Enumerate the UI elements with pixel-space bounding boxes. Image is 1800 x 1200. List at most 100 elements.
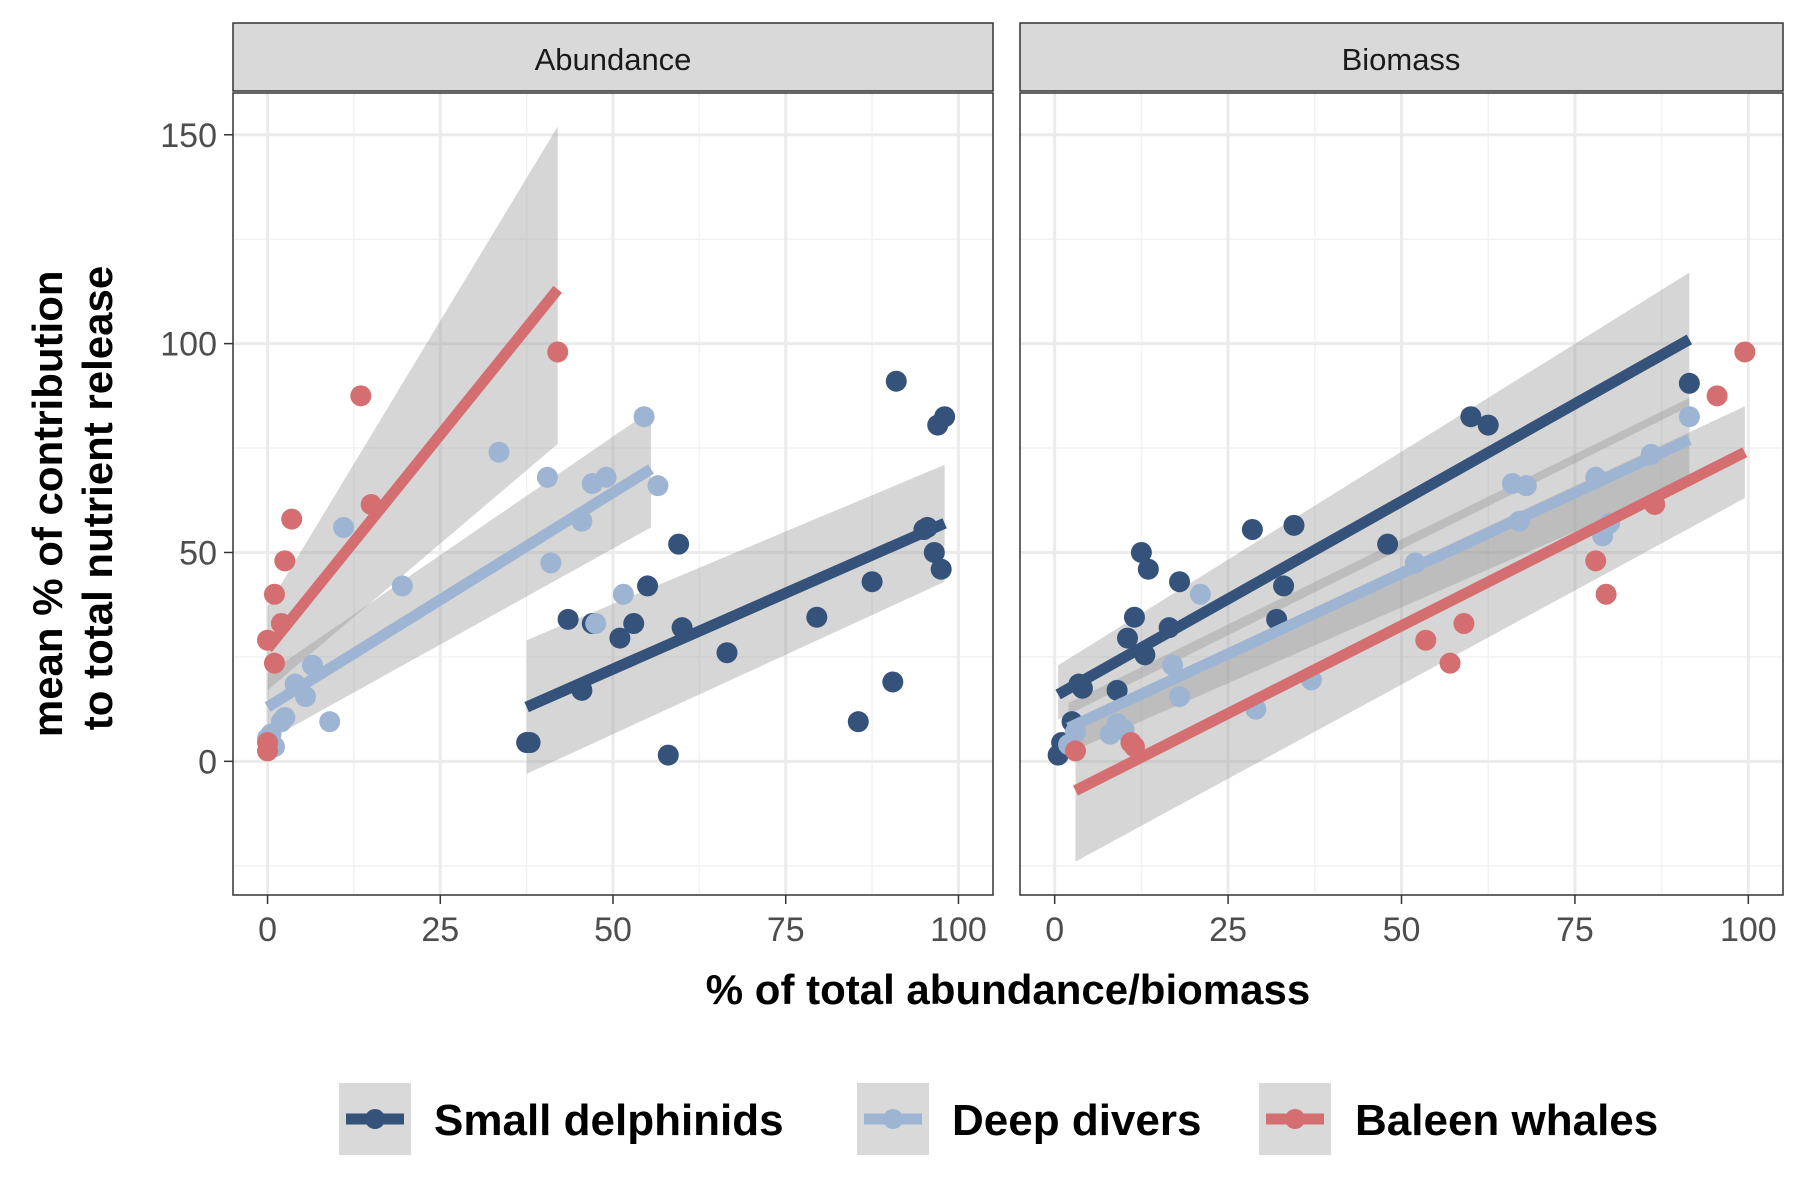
legend-label-baleen-whales: Baleen whales bbox=[1355, 1096, 1658, 1145]
legend: Small delphinids Deep divers Baleen whal… bbox=[339, 1083, 1658, 1155]
strip-biomass-background bbox=[1019, 22, 1784, 92]
abundance-point-baleen-whales bbox=[547, 341, 569, 363]
abundance-point-deep-divers bbox=[319, 711, 341, 733]
biomass-point-small-delphinids bbox=[1678, 372, 1700, 394]
legend-item-baleen-whales: Baleen whales bbox=[1259, 1083, 1658, 1155]
abundance-x-tick-label: 50 bbox=[594, 911, 632, 949]
abundance-point-small-delphinids bbox=[519, 732, 541, 754]
abundance-point-small-delphinids bbox=[557, 608, 579, 630]
abundance-x-tick-label: 75 bbox=[767, 911, 805, 949]
biomass-fit-line-deep-divers bbox=[1066, 434, 1692, 733]
x-axis-title: % of total abundance/biomass bbox=[706, 966, 1310, 1013]
biomass-x-tick-label: 75 bbox=[1556, 911, 1594, 949]
abundance-x-tick-label: 100 bbox=[930, 911, 987, 949]
y-axis-title-line-1: mean % of contribution bbox=[24, 271, 71, 738]
y-axis-ticks: 0 50 100 150 bbox=[160, 117, 233, 781]
legend-dot-baleen-whales bbox=[1285, 1109, 1305, 1129]
biomass-point-small-delphinids bbox=[1241, 519, 1263, 541]
y-axis-title-line-2: to total nutrient release bbox=[74, 266, 121, 730]
abundance-point-small-delphinids bbox=[934, 406, 956, 428]
biomass-point-baleen-whales bbox=[1706, 385, 1728, 407]
abundance-point-baleen-whales bbox=[350, 385, 372, 407]
abundance-point-deep-divers bbox=[536, 466, 558, 488]
biomass-point-small-delphinids bbox=[1460, 406, 1482, 428]
biomass-point-deep-divers bbox=[1515, 475, 1537, 497]
abundance-point-deep-divers bbox=[391, 575, 413, 597]
biomass-fit-line-small-delphinids bbox=[1055, 334, 1693, 700]
biomass-point-baleen-whales bbox=[1734, 341, 1756, 363]
abundance-point-baleen-whales bbox=[263, 583, 285, 605]
biomass-point-small-delphinids bbox=[1283, 514, 1305, 536]
biomass-point-small-delphinids bbox=[1169, 571, 1191, 593]
abundance-point-deep-divers bbox=[274, 706, 296, 728]
strip-label-abundance: Abundance bbox=[535, 42, 692, 77]
abundance-point-small-delphinids bbox=[668, 533, 690, 555]
abundance-point-deep-divers bbox=[540, 552, 562, 574]
y-tick-label: 150 bbox=[160, 117, 217, 155]
abundance-fit-line-deep-divers bbox=[264, 464, 654, 712]
biomass-ribbon-baleen-whales bbox=[1075, 406, 1745, 862]
legend-dot-small-delphinids bbox=[365, 1109, 385, 1129]
abundance-point-deep-divers bbox=[595, 466, 617, 488]
biomass-point-small-delphinids bbox=[1377, 533, 1399, 555]
panel-abundance-points bbox=[257, 341, 956, 766]
biomass-fit-line-baleen-whales bbox=[1073, 447, 1748, 796]
biomass-point-deep-divers bbox=[1169, 686, 1191, 708]
panel-abundance-fit-lines bbox=[263, 285, 947, 713]
abundance-point-deep-divers bbox=[633, 406, 655, 428]
strip-label-biomass: Biomass bbox=[1342, 42, 1461, 77]
abundance-point-baleen-whales bbox=[263, 652, 285, 674]
biomass-point-small-delphinids bbox=[1130, 541, 1152, 563]
abundance-point-deep-divers bbox=[333, 516, 355, 538]
abundance-point-small-delphinids bbox=[885, 370, 907, 392]
biomass-point-baleen-whales bbox=[1439, 652, 1461, 674]
abundance-x-tick-label: 0 bbox=[258, 911, 277, 949]
biomass-point-baleen-whales bbox=[1415, 629, 1437, 651]
abundance-point-small-delphinids bbox=[623, 612, 645, 634]
biomass-point-baleen-whales bbox=[1453, 612, 1475, 634]
legend-label-small-delphinids: Small delphinids bbox=[434, 1096, 784, 1145]
biomass-x-tick-label: 25 bbox=[1209, 911, 1247, 949]
biomass-x-tick-label: 100 bbox=[1720, 911, 1777, 949]
abundance-point-small-delphinids bbox=[847, 711, 869, 733]
y-tick-label: 0 bbox=[198, 743, 217, 781]
abundance-point-small-delphinids bbox=[637, 575, 659, 597]
abundance-point-small-delphinids bbox=[716, 642, 738, 664]
abundance-fit-line-baleen-whales bbox=[263, 285, 563, 653]
legend-item-deep-divers: Deep divers bbox=[857, 1083, 1201, 1155]
biomass-point-baleen-whales bbox=[1585, 550, 1607, 572]
biomass-point-small-delphinids bbox=[1273, 575, 1295, 597]
legend-label-deep-divers: Deep divers bbox=[952, 1096, 1201, 1145]
abundance-point-small-delphinids bbox=[806, 606, 828, 628]
abundance-point-deep-divers bbox=[585, 612, 607, 634]
panel-abundance-grid bbox=[233, 93, 993, 895]
abundance-ribbon-baleen-whales bbox=[267, 126, 558, 691]
abundance-point-baleen-whales bbox=[274, 550, 296, 572]
abundance-point-baleen-whales bbox=[257, 732, 279, 754]
abundance-point-small-delphinids bbox=[861, 571, 883, 593]
y-axis-title: mean % of contribution to total nutrient… bbox=[24, 259, 121, 737]
legend-item-small-delphinids: Small delphinids bbox=[339, 1083, 784, 1155]
panel-abundance: Abundance 0 25 50 75 100 0 50 100 150 bbox=[160, 22, 994, 949]
biomass-point-small-delphinids bbox=[1477, 414, 1499, 436]
panel-abundance-x-ticks: 0 25 50 75 100 bbox=[258, 895, 987, 949]
abundance-point-small-delphinids bbox=[882, 671, 904, 693]
biomass-x-tick-label: 0 bbox=[1045, 911, 1064, 949]
y-tick-label: 100 bbox=[160, 326, 217, 364]
strip-abundance-background bbox=[232, 22, 994, 92]
panel-biomass-x-ticks: 0 25 50 75 100 bbox=[1045, 895, 1777, 949]
abundance-ribbon-deep-divers bbox=[267, 410, 651, 741]
biomass-point-deep-divers bbox=[1678, 406, 1700, 428]
abundance-point-small-delphinids bbox=[923, 541, 945, 563]
abundance-x-tick-label: 25 bbox=[421, 911, 459, 949]
biomass-point-deep-divers bbox=[1162, 654, 1184, 676]
biomass-point-deep-divers bbox=[1189, 583, 1211, 605]
biomass-x-tick-label: 50 bbox=[1383, 911, 1421, 949]
abundance-point-baleen-whales bbox=[281, 508, 303, 530]
legend-dot-deep-divers bbox=[883, 1109, 903, 1129]
abundance-point-small-delphinids bbox=[657, 744, 679, 766]
biomass-point-small-delphinids bbox=[1117, 627, 1139, 649]
abundance-point-small-delphinids bbox=[609, 627, 631, 649]
